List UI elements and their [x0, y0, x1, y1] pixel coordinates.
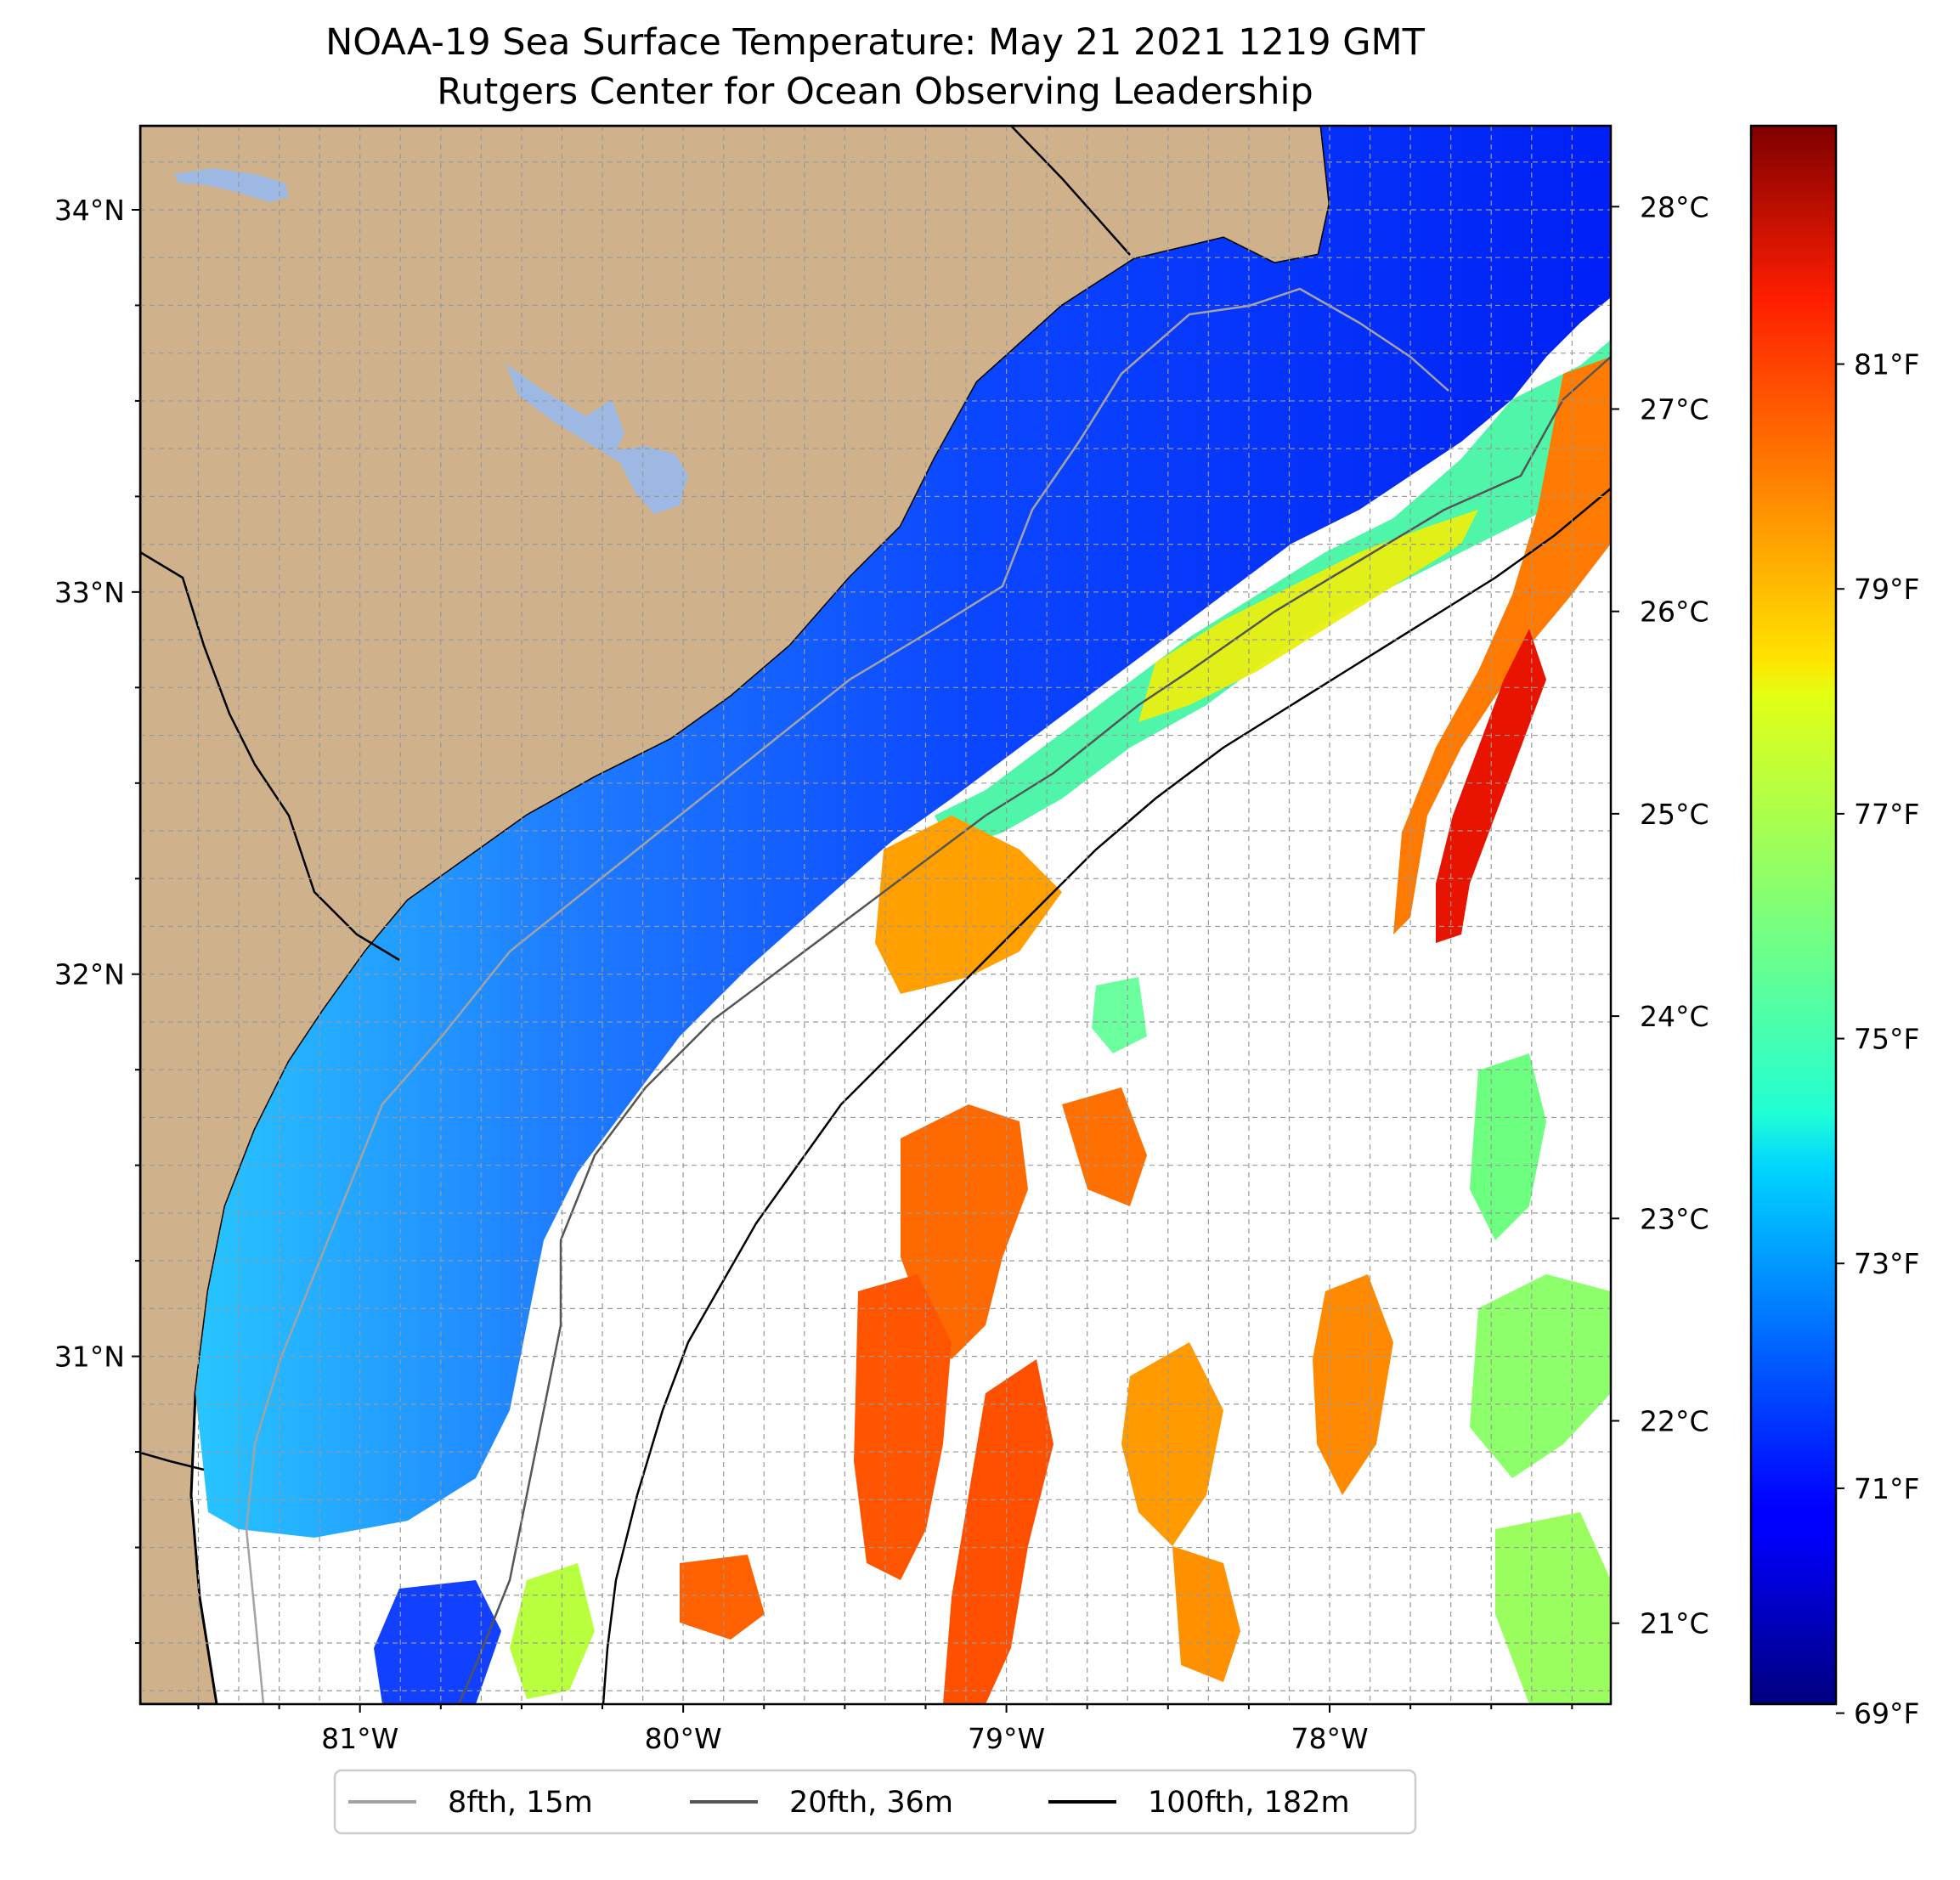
fahrenheit-tick-label: 71°F — [1854, 1472, 1919, 1505]
map-area — [140, 126, 1611, 1704]
fahrenheit-tick-label: 79°F — [1854, 573, 1919, 606]
lake-north — [174, 168, 289, 202]
map-frame — [138, 124, 1613, 1706]
fahrenheit-tick-label: 75°F — [1854, 1023, 1919, 1056]
sst-cool-patch-2 — [1470, 1274, 1611, 1478]
sst-cool-patch-4 — [510, 1563, 595, 1699]
sst-front-green — [935, 340, 1611, 850]
state-border-fl-ga — [140, 1451, 205, 1471]
celsius-tick-label: 27°C — [1640, 392, 1709, 426]
fahrenheit-tick-label: 73°F — [1854, 1247, 1919, 1280]
celsius-tick-label: 25°C — [1640, 798, 1709, 831]
legend-box — [333, 1769, 1417, 1835]
lat-tick-label: 33°N — [54, 576, 125, 609]
lon-tick-label: 79°W — [968, 1722, 1045, 1755]
latitude-axis: 34°N 33°N 32°N 31°N — [54, 194, 140, 1645]
celsius-tick-label: 26°C — [1640, 596, 1709, 629]
isobath-20fth-36m — [457, 356, 1611, 1704]
lat-tick-label: 31°N — [54, 1341, 125, 1374]
sst-cold-patch-1 — [374, 1580, 501, 1704]
sst-warm-patch-7 — [680, 1555, 765, 1640]
legend-label-8fth: 8fth, 15m — [448, 1786, 593, 1820]
longitude-axis: 81°W 80°W 79°W 78°W — [197, 1704, 1573, 1755]
sst-shelf-water — [195, 126, 1611, 1538]
state-border-ga-sc — [140, 550, 400, 962]
sst-gulfstream-red — [1436, 629, 1546, 943]
chart-title: NOAA-19 Sea Surface Temperature: May 21 … — [325, 21, 1426, 64]
sst-front-yellow — [1138, 510, 1478, 722]
sst-warm-patch-6 — [1172, 1546, 1240, 1682]
lat-tick-label: 32°N — [54, 958, 125, 991]
fahrenheit-tick-label: 81°F — [1854, 348, 1919, 381]
sst-cool-patch-3 — [1495, 1512, 1611, 1704]
celsius-tick-label: 28°C — [1640, 190, 1709, 223]
isobath-100fth-182m — [602, 488, 1611, 1704]
fahrenheit-axis: 81°F 79°F 77°F 75°F 73°F 71°F 69°F — [1836, 348, 1919, 1730]
sst-warm-patch-5 — [1121, 1342, 1223, 1546]
sst-gulfstream-orange — [1393, 357, 1611, 934]
fahrenheit-tick-label: 69°F — [1854, 1697, 1919, 1730]
fahrenheit-tick-label: 77°F — [1854, 798, 1919, 831]
chart-subtitle: Rutgers Center for Ocean Observing Leade… — [437, 71, 1313, 113]
celsius-tick-label: 22°C — [1640, 1405, 1709, 1438]
celsius-tick-label: 24°C — [1640, 1000, 1709, 1033]
legend-label-20fth: 20fth, 36m — [789, 1786, 953, 1820]
sst-warm-patch-1 — [901, 1104, 1028, 1359]
sst-cool-patch-5 — [1092, 977, 1147, 1053]
colorbar — [1749, 124, 1838, 1706]
sst-warm-patch-9 — [875, 816, 1062, 994]
lat-tick-label: 34°N — [54, 194, 125, 227]
map-gridlines — [140, 126, 1611, 1704]
celsius-tick-label: 23°C — [1640, 1202, 1709, 1235]
sst-warm-patch-2 — [854, 1274, 952, 1580]
celsius-axis: 28°C 27°C 26°C 25°C 24°C 23°C 22°C 21°C — [1611, 190, 1709, 1640]
isobath-legend: 8fth, 15m 20fth, 36m 100fth, 182m — [333, 1769, 1417, 1835]
celsius-tick-label: 21°C — [1640, 1607, 1709, 1640]
legend-label-100fth: 100fth, 182m — [1148, 1786, 1350, 1820]
sst-warm-patch-3 — [943, 1359, 1053, 1704]
lon-tick-label: 80°W — [645, 1722, 722, 1755]
sst-cool-patch-1 — [1470, 1053, 1546, 1240]
lon-tick-label: 78°W — [1291, 1722, 1368, 1755]
lon-tick-label: 81°W — [321, 1722, 398, 1755]
state-border-nc-sc — [1010, 126, 1131, 256]
sst-warm-patch-8 — [1313, 1274, 1393, 1495]
